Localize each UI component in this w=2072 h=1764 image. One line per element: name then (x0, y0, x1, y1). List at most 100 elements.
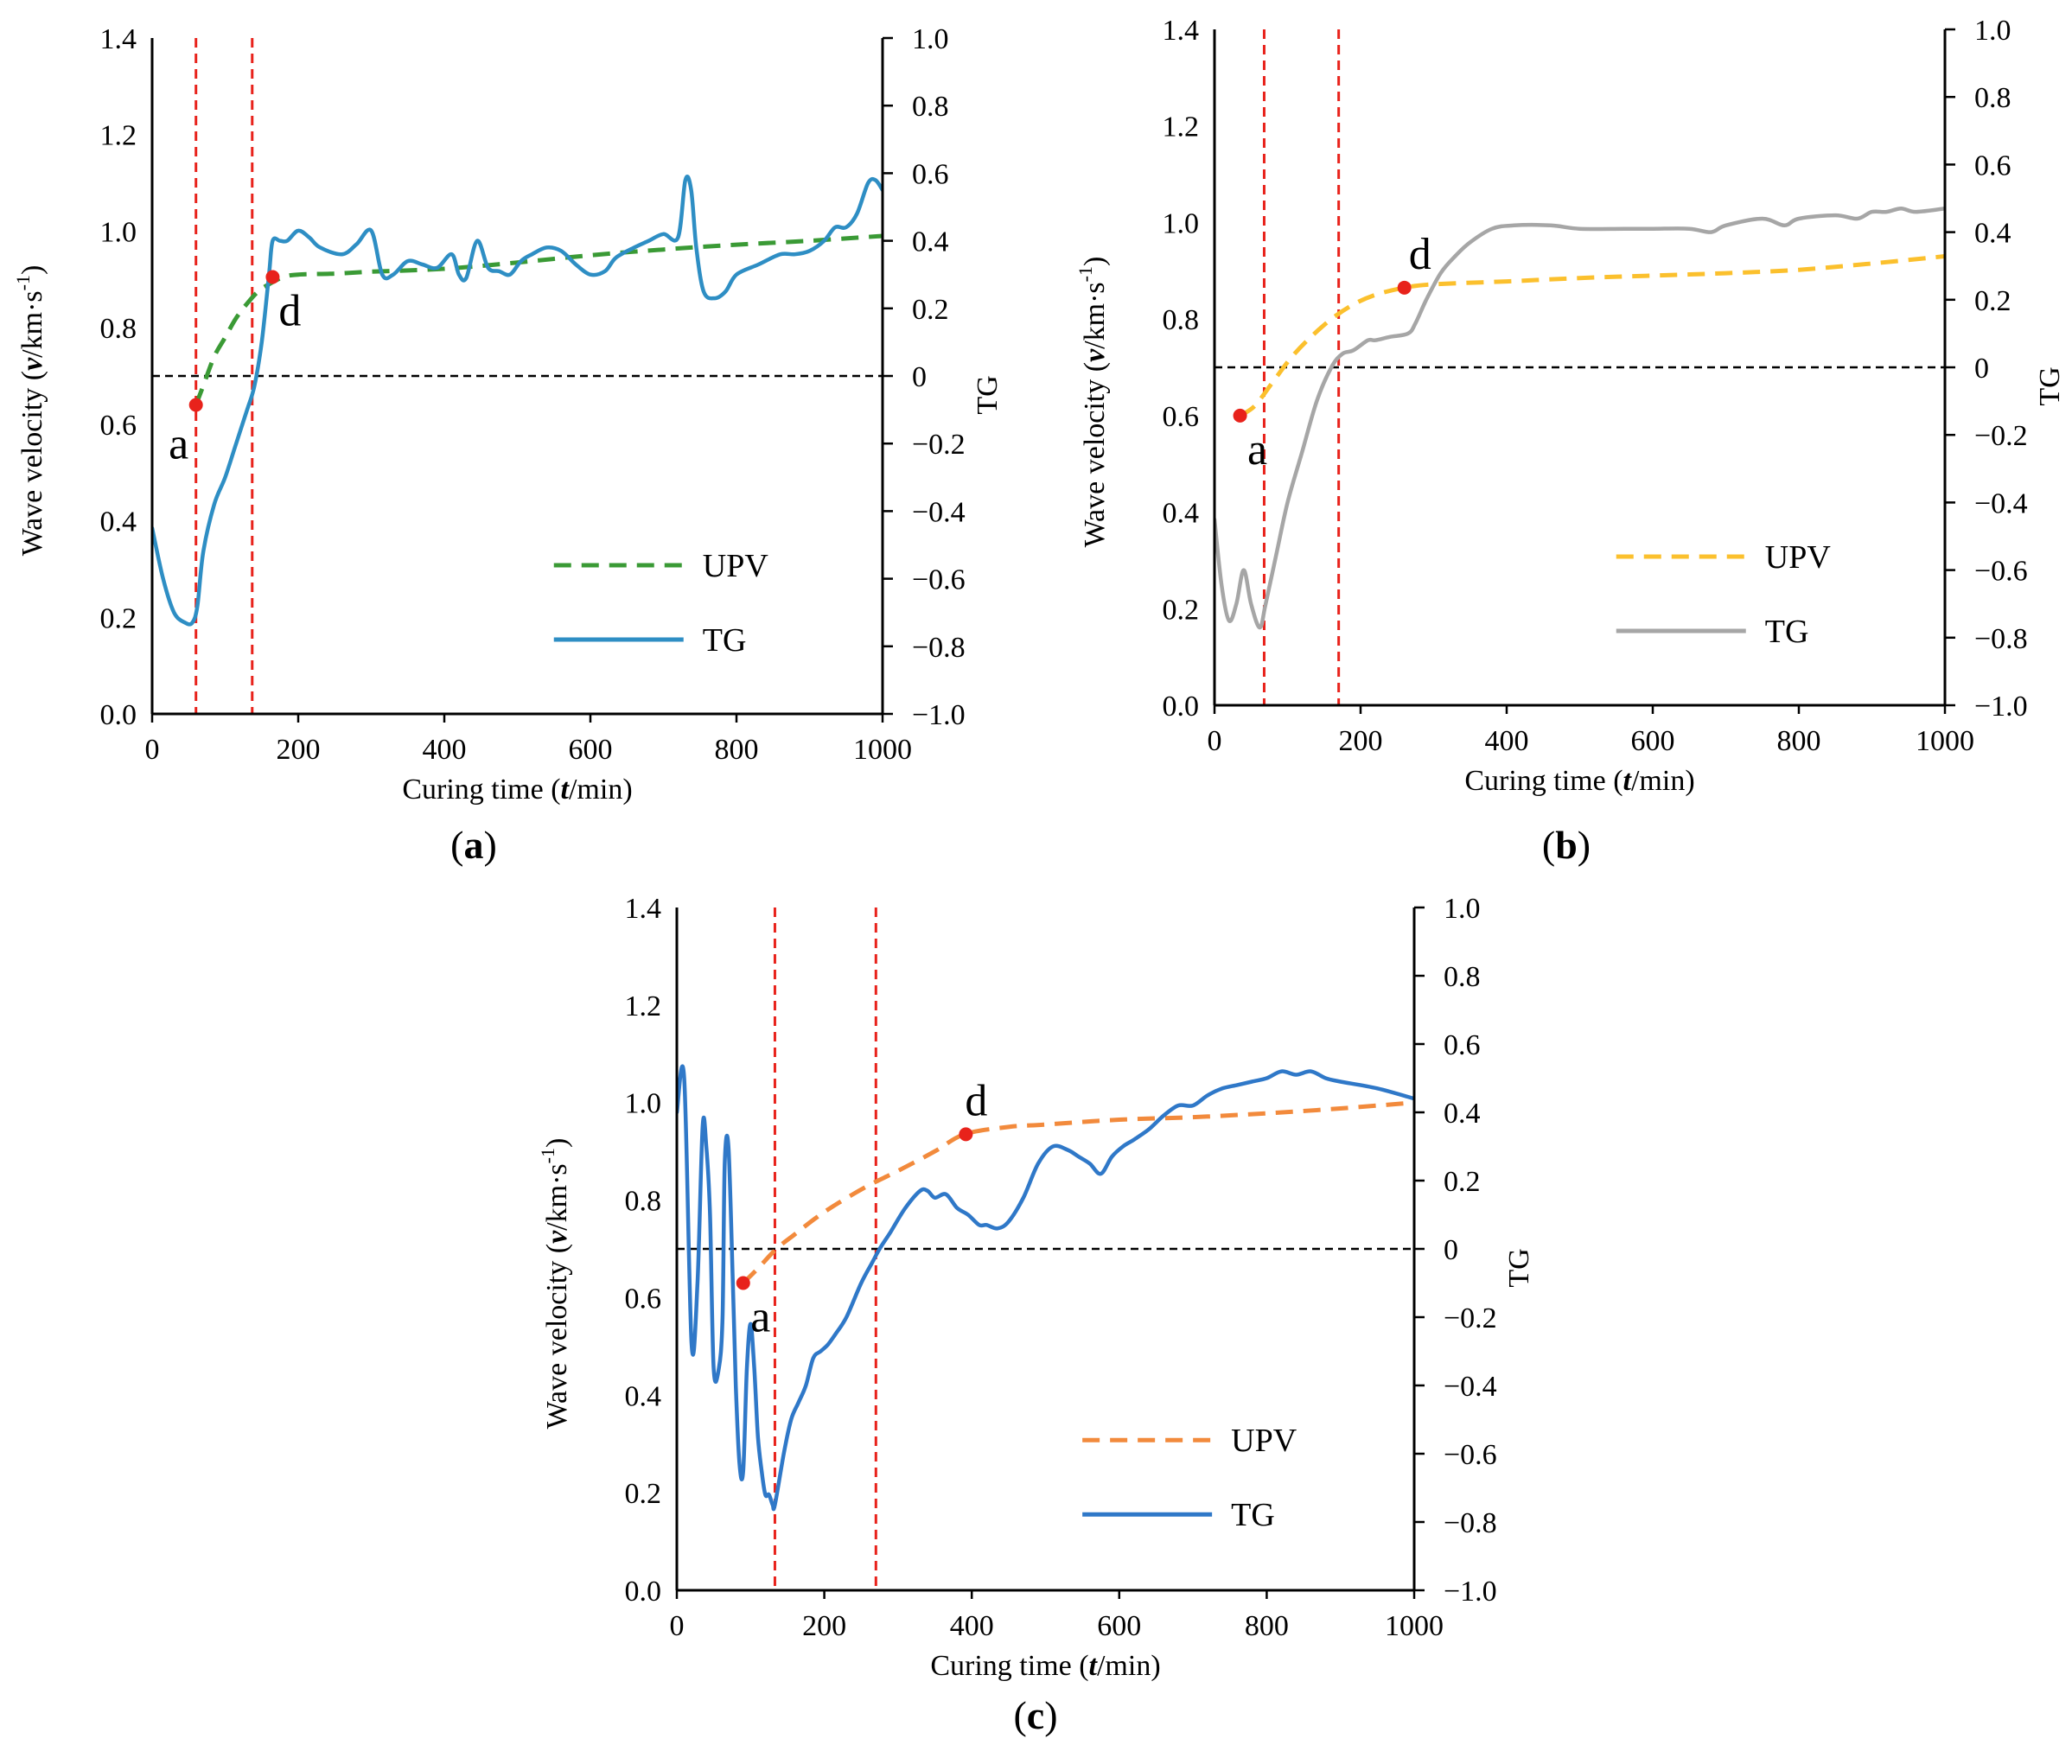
x-tick-label: 200 (277, 734, 321, 766)
y-tick-label: 0.8 (100, 313, 137, 345)
series-upv-line (742, 1100, 1414, 1285)
y-axis-title-prefix: Wave velocity ( (541, 1244, 573, 1429)
y2-tick-label: 0.6 (912, 158, 949, 190)
point-marker-a (736, 1276, 750, 1290)
y2-tick-label: 0.4 (1444, 1098, 1481, 1130)
y2-tick-label: −1.0 (1444, 1576, 1497, 1608)
y-tick-label: 1.4 (100, 23, 137, 55)
y-tick-label: 0.2 (625, 1478, 662, 1510)
y-axis-title-variable: v (1079, 348, 1111, 362)
y2-tick-label: 0 (1974, 353, 1989, 385)
y-axis-title-prefix: Wave velocity ( (16, 371, 48, 556)
x-axis-title: Curing time (t/min) (1464, 765, 1694, 797)
x-tick-label: 1000 (1916, 725, 1974, 757)
x-axis-title-suffix: /min) (569, 774, 633, 806)
y2-tick-label: −0.4 (1974, 487, 2028, 519)
legend-label-tg: TG (1231, 1497, 1275, 1533)
y-tick-label: 0.4 (625, 1380, 662, 1412)
y-tick-label: 0.6 (100, 410, 137, 442)
y2-tick-label: 0 (912, 361, 927, 393)
y2-tick-label: 0.2 (1444, 1166, 1481, 1198)
y-axis-title-variable: v (541, 1230, 573, 1244)
panel-label-letter: c (1027, 1693, 1044, 1737)
point-label-a: a (169, 420, 188, 469)
y-axis-title: Wave velocity (v/km·s-1) (1074, 257, 1111, 548)
x-axis-title-suffix: /min) (1097, 1650, 1161, 1682)
y-tick-label: 0.0 (100, 699, 137, 731)
x-tick-label: 200 (802, 1610, 846, 1642)
y-tick-label: 1.2 (625, 990, 662, 1022)
y-tick-label: 1.0 (100, 216, 137, 248)
y-axis-title-unit: /km·s (541, 1163, 573, 1230)
x-tick-label: 0 (670, 1610, 685, 1642)
chart-panel-b: 0.0 0.2 0.4 0.6 0.8 1.0 1.2 1.4 −1.0 −0.8 −0.6 −0.4… (1074, 15, 2066, 867)
x-tick-label: 400 (950, 1610, 994, 1642)
y2-tick-label: 0.4 (1974, 218, 2011, 250)
y2-tick-label: −0.8 (1974, 623, 2028, 655)
panel-label-open: ( (1013, 1693, 1026, 1737)
y-tick-label: 0.8 (1163, 304, 1200, 336)
panel-label: (c) (1013, 1693, 1057, 1737)
point-marker-d (265, 270, 280, 284)
y2-tick-label: −0.8 (1444, 1507, 1497, 1539)
y-axis-title-variable: v (16, 357, 48, 371)
x-tick-label: 400 (1485, 725, 1529, 757)
y2-tick-label: −0.2 (912, 429, 966, 461)
y2-tick-label: 0.8 (912, 91, 949, 123)
y2-tick-label: −0.4 (1444, 1371, 1497, 1403)
y2-tick-label: 0.2 (1974, 285, 2011, 317)
point-label-a: a (1247, 425, 1267, 474)
y2-tick-label: −0.6 (1444, 1439, 1497, 1471)
y-tick-label: 1.4 (625, 893, 662, 925)
y-tick-label: 1.0 (1163, 207, 1200, 239)
x-axis-title-prefix: Curing time ( (930, 1650, 1088, 1682)
point-marker-d (959, 1127, 973, 1142)
y-tick-label: 1.2 (100, 120, 137, 152)
point-label-a: a (750, 1293, 770, 1342)
y-tick-label: 0.2 (100, 602, 137, 634)
x-axis-title: Curing time (t/min) (930, 1650, 1160, 1682)
y-axis-title-close: ) (16, 265, 48, 275)
y-axis-title-exponent: -1 (1074, 266, 1096, 282)
y2-axis-title: TG (2034, 366, 2066, 405)
x-tick-label: 800 (1777, 725, 1821, 757)
series-tg-line (1215, 206, 1945, 630)
x-tick-label: 400 (423, 734, 467, 766)
x-tick-label: 800 (1245, 1610, 1289, 1642)
x-tick-label: 600 (1631, 725, 1675, 757)
legend-label-upv: UPV (703, 548, 769, 584)
point-label-d: d (278, 286, 301, 335)
y-axis-title-unit: /km·s (1079, 282, 1111, 348)
point-label-d: d (965, 1076, 987, 1125)
legend-label-upv: UPV (1765, 539, 1832, 576)
y-axis-title: Wave velocity (v/km·s-1) (537, 1138, 573, 1430)
y2-tick-label: −0.4 (912, 496, 966, 528)
chart-panel-a: 0.0 0.2 0.4 0.6 0.8 1.0 1.2 1.4 −1.0 −0.8 −0.6 −0.4… (12, 23, 1004, 867)
y2-tick-label: 1.0 (1974, 15, 2011, 47)
point-marker-d (1397, 280, 1412, 295)
y2-axis-title: TG (972, 375, 1004, 414)
x-axis-title-prefix: Curing time ( (402, 774, 560, 806)
panel-label-close: ) (484, 823, 497, 867)
y-tick-label: 0.4 (100, 506, 137, 538)
x-tick-label: 200 (1339, 725, 1383, 757)
point-marker-a (1233, 408, 1247, 423)
y-tick-label: 1.0 (625, 1088, 662, 1120)
y-tick-label: 0.6 (1163, 401, 1200, 433)
y-axis-title-exponent: -1 (537, 1148, 558, 1163)
series-upv-line (1239, 254, 1945, 418)
y-axis-title-prefix: Wave velocity ( (1079, 362, 1111, 547)
y2-tick-label: 0.2 (912, 294, 949, 326)
y-tick-label: 0.4 (1163, 498, 1200, 530)
y2-tick-label: 1.0 (912, 23, 949, 55)
chart-panel-c: 0.0 0.2 0.4 0.6 0.8 1.0 1.2 1.4 −1.0 −0.8 −0.6 −0.4… (537, 893, 1535, 1737)
x-tick-label: 0 (145, 734, 160, 766)
panel-label-close: ) (1044, 1693, 1057, 1737)
panel-label-letter: a (464, 823, 484, 867)
x-tick-label: 1000 (853, 734, 912, 766)
y2-tick-label: 0.6 (1974, 150, 2011, 181)
series-tg-line (677, 1064, 1414, 1512)
point-label-d: d (1409, 230, 1431, 279)
y2-tick-label: −0.2 (1974, 420, 2028, 452)
